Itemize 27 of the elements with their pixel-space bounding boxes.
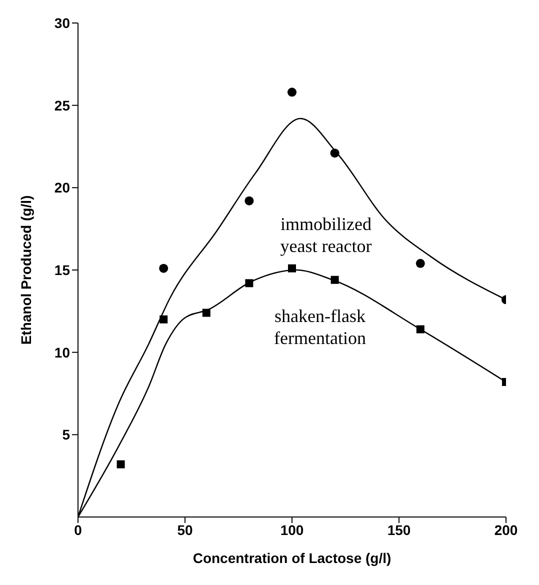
annotation: immobilized yeast reactor [280, 214, 372, 256]
x-tick-label: 0 [74, 522, 82, 538]
x-tick-label: 50 [177, 522, 193, 538]
point [202, 308, 210, 317]
point [159, 264, 168, 273]
y-axis-title: Ethanol Produced (g/l) [18, 195, 34, 345]
x-tick-label: 100 [280, 522, 304, 538]
point [287, 88, 297, 97]
y-tick-label: 30 [54, 14, 70, 31]
point [116, 460, 125, 468]
x-tick-label: 150 [387, 522, 411, 538]
point [244, 196, 254, 206]
y-tick-label: 25 [54, 97, 70, 114]
x-tick-label: 200 [494, 522, 518, 538]
point [416, 325, 424, 334]
point [330, 148, 340, 158]
point [245, 279, 254, 288]
annotation: shaken-flask fermentation [274, 306, 366, 348]
y-tick-label: 5 [62, 426, 70, 443]
point [160, 315, 168, 324]
y-tick-label: 15 [54, 262, 70, 278]
y-tick-label: 20 [54, 180, 70, 196]
point [330, 276, 339, 284]
x-axis-title: Concentration of Lactose (g/l) [192, 550, 392, 566]
point [288, 264, 296, 272]
point [416, 258, 425, 268]
y-tick-label: 10 [54, 344, 70, 360]
